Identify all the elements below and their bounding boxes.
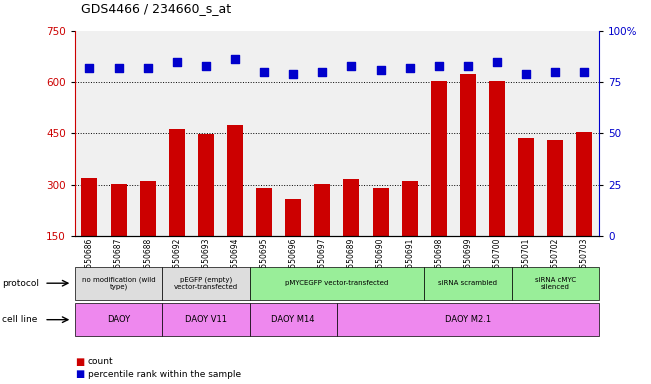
Text: protocol: protocol [2, 279, 39, 288]
Point [404, 65, 415, 71]
Text: pEGFP (empty)
vector-transfected: pEGFP (empty) vector-transfected [174, 276, 238, 290]
Bar [372, 187, 389, 288]
Bar [256, 187, 272, 288]
Point [113, 65, 124, 71]
Bar [489, 81, 505, 288]
Text: DAOY M2.1: DAOY M2.1 [445, 315, 491, 324]
Point [521, 71, 531, 77]
Point [376, 67, 386, 73]
Bar [81, 178, 98, 288]
Text: DAOY: DAOY [107, 315, 130, 324]
Text: siRNA scrambled: siRNA scrambled [438, 280, 497, 286]
Bar [140, 181, 156, 288]
Text: pMYCEGFP vector-transfected: pMYCEGFP vector-transfected [285, 280, 389, 286]
Point [143, 65, 153, 71]
Text: siRNA cMYC
silenced: siRNA cMYC silenced [534, 277, 576, 290]
Point [288, 71, 298, 77]
Text: cell line: cell line [2, 315, 37, 324]
Bar [518, 137, 534, 288]
Bar [576, 132, 592, 288]
Bar [402, 181, 418, 288]
Text: count: count [88, 357, 113, 366]
Point [492, 58, 502, 65]
Point [579, 69, 590, 75]
Point [317, 69, 327, 75]
Bar [314, 184, 330, 288]
Bar [198, 134, 214, 288]
Bar [460, 73, 476, 288]
Text: percentile rank within the sample: percentile rank within the sample [88, 370, 241, 379]
Text: no modification (wild
type): no modification (wild type) [82, 276, 156, 290]
Point [84, 65, 94, 71]
Text: GDS4466 / 234660_s_at: GDS4466 / 234660_s_at [81, 2, 232, 15]
Point [201, 63, 211, 69]
Point [550, 69, 561, 75]
Text: ■: ■ [75, 369, 84, 379]
Bar [431, 81, 447, 288]
Point [259, 69, 270, 75]
Point [463, 63, 473, 69]
Text: DAOY V11: DAOY V11 [185, 315, 227, 324]
Text: ■: ■ [75, 357, 84, 367]
Point [172, 58, 182, 65]
Bar [169, 129, 185, 288]
Point [230, 56, 240, 63]
Text: DAOY M14: DAOY M14 [271, 315, 315, 324]
Point [434, 63, 444, 69]
Bar [111, 184, 126, 288]
Bar [344, 179, 359, 288]
Bar [227, 125, 243, 288]
Bar [547, 140, 563, 288]
Point [346, 63, 357, 69]
Bar [285, 199, 301, 288]
